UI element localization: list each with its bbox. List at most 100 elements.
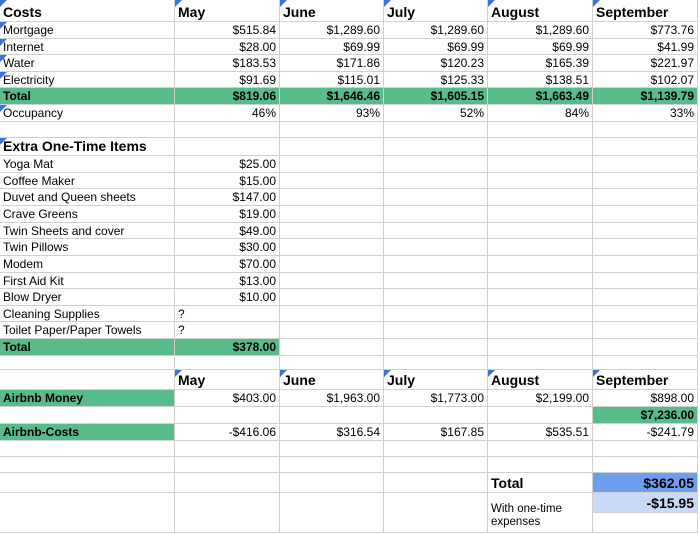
airbnb-month-header-may[interactable]: May	[175, 370, 280, 390]
empty-cell[interactable]	[593, 457, 698, 473]
empty-cell[interactable]	[593, 223, 698, 239]
empty-cell[interactable]	[280, 256, 384, 273]
cost-cell[interactable]: $171.86	[280, 55, 384, 72]
empty-cell[interactable]	[280, 339, 384, 356]
occupancy-cell[interactable]: 46%	[175, 105, 280, 122]
empty-cell[interactable]	[384, 122, 488, 138]
airbnb-month-header-june[interactable]: June	[280, 370, 384, 390]
costs-total-cell[interactable]: $819.06	[175, 88, 280, 105]
empty-cell[interactable]	[280, 156, 384, 173]
airbnb-costs-cell[interactable]: $167.85	[384, 424, 488, 441]
extra-item-value[interactable]: $10.00	[175, 289, 280, 306]
empty-cell[interactable]	[175, 356, 280, 370]
costs-total-label[interactable]: Total	[0, 88, 175, 105]
empty-cell[interactable]	[488, 306, 593, 322]
month-header-may[interactable]: May	[175, 0, 280, 22]
empty-cell[interactable]	[384, 206, 488, 223]
cost-cell[interactable]: $773.76	[593, 22, 698, 39]
empty-cell[interactable]	[384, 138, 488, 156]
empty-cell[interactable]	[488, 356, 593, 370]
cost-cell[interactable]: $115.01	[280, 72, 384, 88]
extras-total-label[interactable]: Total	[0, 339, 175, 356]
occupancy-cell[interactable]: 52%	[384, 105, 488, 122]
extra-item-value[interactable]: $15.00	[175, 173, 280, 189]
empty-cell[interactable]	[384, 407, 488, 424]
empty-cell[interactable]	[280, 206, 384, 223]
month-header-september[interactable]: September	[593, 0, 698, 22]
airbnb-money-cell[interactable]: $898.00	[593, 390, 698, 407]
empty-cell[interactable]	[593, 306, 698, 322]
extra-item-label[interactable]: Blow Dryer	[0, 289, 175, 306]
extra-item-value[interactable]: $25.00	[175, 156, 280, 173]
cost-cell[interactable]: $120.23	[384, 55, 488, 72]
empty-cell[interactable]	[593, 206, 698, 223]
extra-item-value[interactable]: $19.00	[175, 206, 280, 223]
airbnb-costs-cell[interactable]: $316.54	[280, 424, 384, 441]
month-header-july[interactable]: July	[384, 0, 488, 22]
airbnb-month-header-august[interactable]: August	[488, 370, 593, 390]
extra-item-label[interactable]: Toilet Paper/Paper Towels	[0, 322, 175, 339]
empty-cell[interactable]	[175, 441, 280, 457]
airbnb-costs-cell[interactable]: -$416.06	[175, 424, 280, 441]
extra-item-label[interactable]: Cleaning Supplies	[0, 306, 175, 322]
empty-cell[interactable]	[0, 407, 175, 424]
empty-cell[interactable]	[0, 370, 175, 390]
empty-cell[interactable]	[280, 189, 384, 206]
extra-item-value[interactable]: $30.00	[175, 239, 280, 256]
occupancy-cell[interactable]: 33%	[593, 105, 698, 122]
empty-cell[interactable]	[593, 239, 698, 256]
extras-total-value[interactable]: $378.00	[175, 339, 280, 356]
cost-cell[interactable]: $91.69	[175, 72, 280, 88]
extra-item-value[interactable]: $49.00	[175, 223, 280, 239]
empty-cell[interactable]	[593, 339, 698, 356]
extra-item-value[interactable]: $147.00	[175, 189, 280, 206]
empty-cell[interactable]	[280, 289, 384, 306]
cost-label-mortgage[interactable]: Mortgage	[0, 22, 175, 39]
cost-cell[interactable]: $165.39	[488, 55, 593, 72]
airbnb-money-sum[interactable]: $7,236.00	[593, 407, 698, 424]
empty-cell[interactable]	[488, 223, 593, 239]
airbnb-money-label[interactable]: Airbnb Money	[0, 390, 175, 407]
empty-cell[interactable]	[384, 441, 488, 457]
empty-cell[interactable]	[0, 441, 175, 457]
empty-cell[interactable]	[593, 156, 698, 173]
empty-cell[interactable]	[488, 138, 593, 156]
empty-cell[interactable]	[280, 173, 384, 189]
empty-cell[interactable]	[384, 306, 488, 322]
empty-cell[interactable]	[488, 407, 593, 424]
extra-item-label[interactable]: Coffee Maker	[0, 173, 175, 189]
empty-cell[interactable]	[384, 189, 488, 206]
empty-cell[interactable]	[280, 239, 384, 256]
cost-cell[interactable]: $102.07	[593, 72, 698, 88]
extra-item-label[interactable]: Twin Sheets and cover	[0, 223, 175, 239]
extra-item-label[interactable]: Modem	[0, 256, 175, 273]
cost-cell[interactable]: $28.00	[175, 39, 280, 55]
airbnb-costs-cell[interactable]: $535.51	[488, 424, 593, 441]
empty-cell[interactable]	[488, 156, 593, 173]
airbnb-month-header-september[interactable]: September	[593, 370, 698, 390]
empty-cell[interactable]	[593, 322, 698, 339]
empty-cell[interactable]	[280, 473, 384, 493]
empty-cell[interactable]	[384, 457, 488, 473]
airbnb-money-cell[interactable]: $2,199.00	[488, 390, 593, 407]
airbnb-month-header-july[interactable]: July	[384, 370, 488, 390]
empty-cell[interactable]	[384, 339, 488, 356]
empty-cell[interactable]	[280, 457, 384, 473]
empty-cell[interactable]	[384, 273, 488, 289]
empty-cell[interactable]	[384, 256, 488, 273]
empty-cell[interactable]	[593, 356, 698, 370]
empty-cell[interactable]	[488, 173, 593, 189]
airbnb-money-cell[interactable]: $1,773.00	[384, 390, 488, 407]
empty-cell[interactable]	[280, 407, 384, 424]
empty-cell[interactable]	[593, 273, 698, 289]
extra-item-note[interactable]: ?	[175, 306, 280, 322]
extra-item-value[interactable]: $13.00	[175, 273, 280, 289]
costs-total-cell[interactable]: $1,663.49	[488, 88, 593, 105]
empty-cell[interactable]	[280, 273, 384, 289]
costs-total-cell[interactable]: $1,605.15	[384, 88, 488, 105]
airbnb-money-cell[interactable]: $403.00	[175, 390, 280, 407]
empty-cell[interactable]	[280, 223, 384, 239]
empty-cell[interactable]	[384, 239, 488, 256]
empty-cell[interactable]	[488, 322, 593, 339]
empty-cell[interactable]	[0, 356, 175, 370]
